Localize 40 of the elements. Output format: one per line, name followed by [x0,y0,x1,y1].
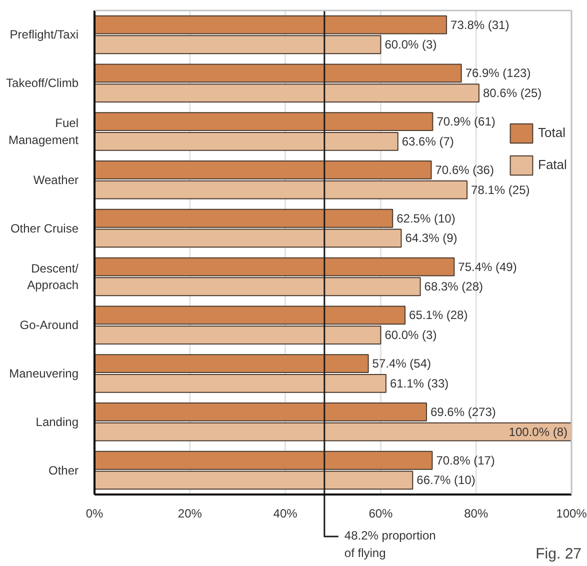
x-tick-label: 0% [86,506,104,520]
y-tick-label: Go-Around [20,318,79,332]
x-tick-label: 40% [273,506,298,520]
data-label: 80.6% (25) [482,86,542,100]
legend-label: Fatal [538,157,567,172]
y-tick-label: Takeoff/Climb [6,76,79,90]
data-label: 75.4% (49) [458,260,517,274]
data-label: 78.1% (25) [471,182,530,197]
data-label: 65.1% (28) [409,308,468,322]
y-tick-label: Other Cruise [10,221,79,236]
data-label: 73.8% (31) [450,18,510,32]
y-tick-label: Maneuvering [9,366,78,380]
y-tick-label: Weather [33,172,79,187]
data-label: 70.9% (61) [436,114,496,129]
y-tick-label: Other [48,463,79,478]
data-label: 61.1% (33) [390,376,449,390]
ref-line-label: 48.2% proportion of flying [344,528,436,560]
x-tick-label: 80% [464,506,488,520]
data-label: 60.0% (3) [384,328,437,342]
data-label: 62.5% (10) [396,211,456,226]
y-tick-label: Descent/Approach [27,261,80,292]
data-label: 76.9% (123) [465,66,531,80]
data-label: 60.0% (3) [384,38,437,52]
x-tick-label: 60% [368,506,394,520]
x-tick-label: 20% [178,506,202,520]
y-tick-label: Fuel Management [8,116,80,147]
data-label: 69.6% (273) [430,404,496,419]
x-tick-label: 100% [556,506,587,520]
data-label: 64.3% (9) [405,231,458,246]
legend-label: Total [538,125,566,140]
data-label: 100.0% (8) [508,424,568,439]
caption: Fig. 27 [536,546,582,562]
data-label: 70.8% (17) [436,453,495,468]
data-label: 63.6% (7) [402,134,454,148]
y-tick-label: Landing [36,414,79,429]
data-label: 70.6% (36) [435,162,494,177]
y-tick-label: Preflight/Taxi [10,28,79,42]
data-label: 68.3% (28) [424,280,483,294]
data-label: 66.7% (10) [416,473,476,488]
data-label: 57.4% (54) [372,356,431,371]
